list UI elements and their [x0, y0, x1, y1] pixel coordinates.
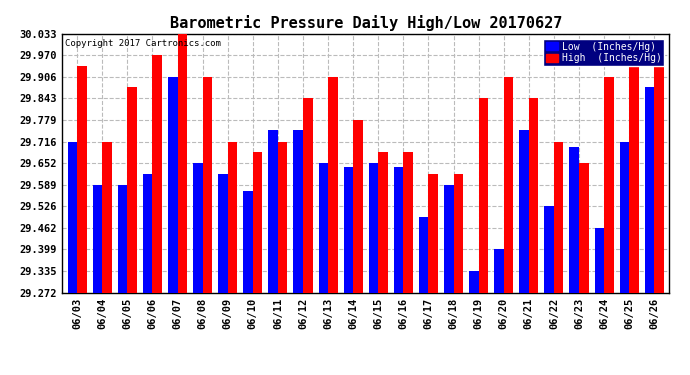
Bar [77, 66, 87, 292]
Bar [404, 152, 413, 292]
Bar [152, 55, 162, 292]
Bar [268, 130, 278, 292]
Bar [520, 130, 529, 292]
Bar [344, 167, 353, 292]
Bar [143, 174, 152, 292]
Bar [419, 217, 428, 292]
Bar [177, 34, 187, 292]
Bar [244, 191, 253, 292]
Bar [504, 77, 513, 292]
Bar [253, 152, 262, 292]
Bar [554, 141, 564, 292]
Bar [444, 185, 453, 292]
Bar [654, 55, 664, 292]
Bar [494, 249, 504, 292]
Bar [228, 141, 237, 292]
Bar [569, 147, 579, 292]
Bar [203, 77, 212, 292]
Bar [644, 87, 654, 292]
Bar [529, 98, 538, 292]
Bar [218, 174, 228, 292]
Bar [428, 174, 438, 292]
Bar [293, 130, 303, 292]
Bar [394, 167, 404, 292]
Bar [378, 152, 388, 292]
Bar [620, 141, 629, 292]
Bar [479, 98, 488, 292]
Bar [604, 77, 613, 292]
Bar [453, 174, 463, 292]
Legend: Low  (Inches/Hg), High  (Inches/Hg): Low (Inches/Hg), High (Inches/Hg) [543, 39, 664, 66]
Bar [595, 228, 604, 292]
Bar [278, 141, 288, 292]
Bar [303, 98, 313, 292]
Bar [353, 120, 363, 292]
Bar [128, 87, 137, 292]
Bar [368, 163, 378, 292]
Bar [118, 185, 128, 292]
Bar [579, 163, 589, 292]
Bar [629, 55, 639, 292]
Bar [544, 206, 554, 292]
Bar [469, 271, 479, 292]
Bar [92, 185, 102, 292]
Bar [168, 77, 177, 292]
Bar [193, 163, 203, 292]
Bar [319, 163, 328, 292]
Bar [68, 141, 77, 292]
Text: Copyright 2017 Cartronics.com: Copyright 2017 Cartronics.com [65, 39, 221, 48]
Bar [102, 141, 112, 292]
Title: Barometric Pressure Daily High/Low 20170627: Barometric Pressure Daily High/Low 20170… [170, 15, 562, 31]
Bar [328, 77, 337, 292]
